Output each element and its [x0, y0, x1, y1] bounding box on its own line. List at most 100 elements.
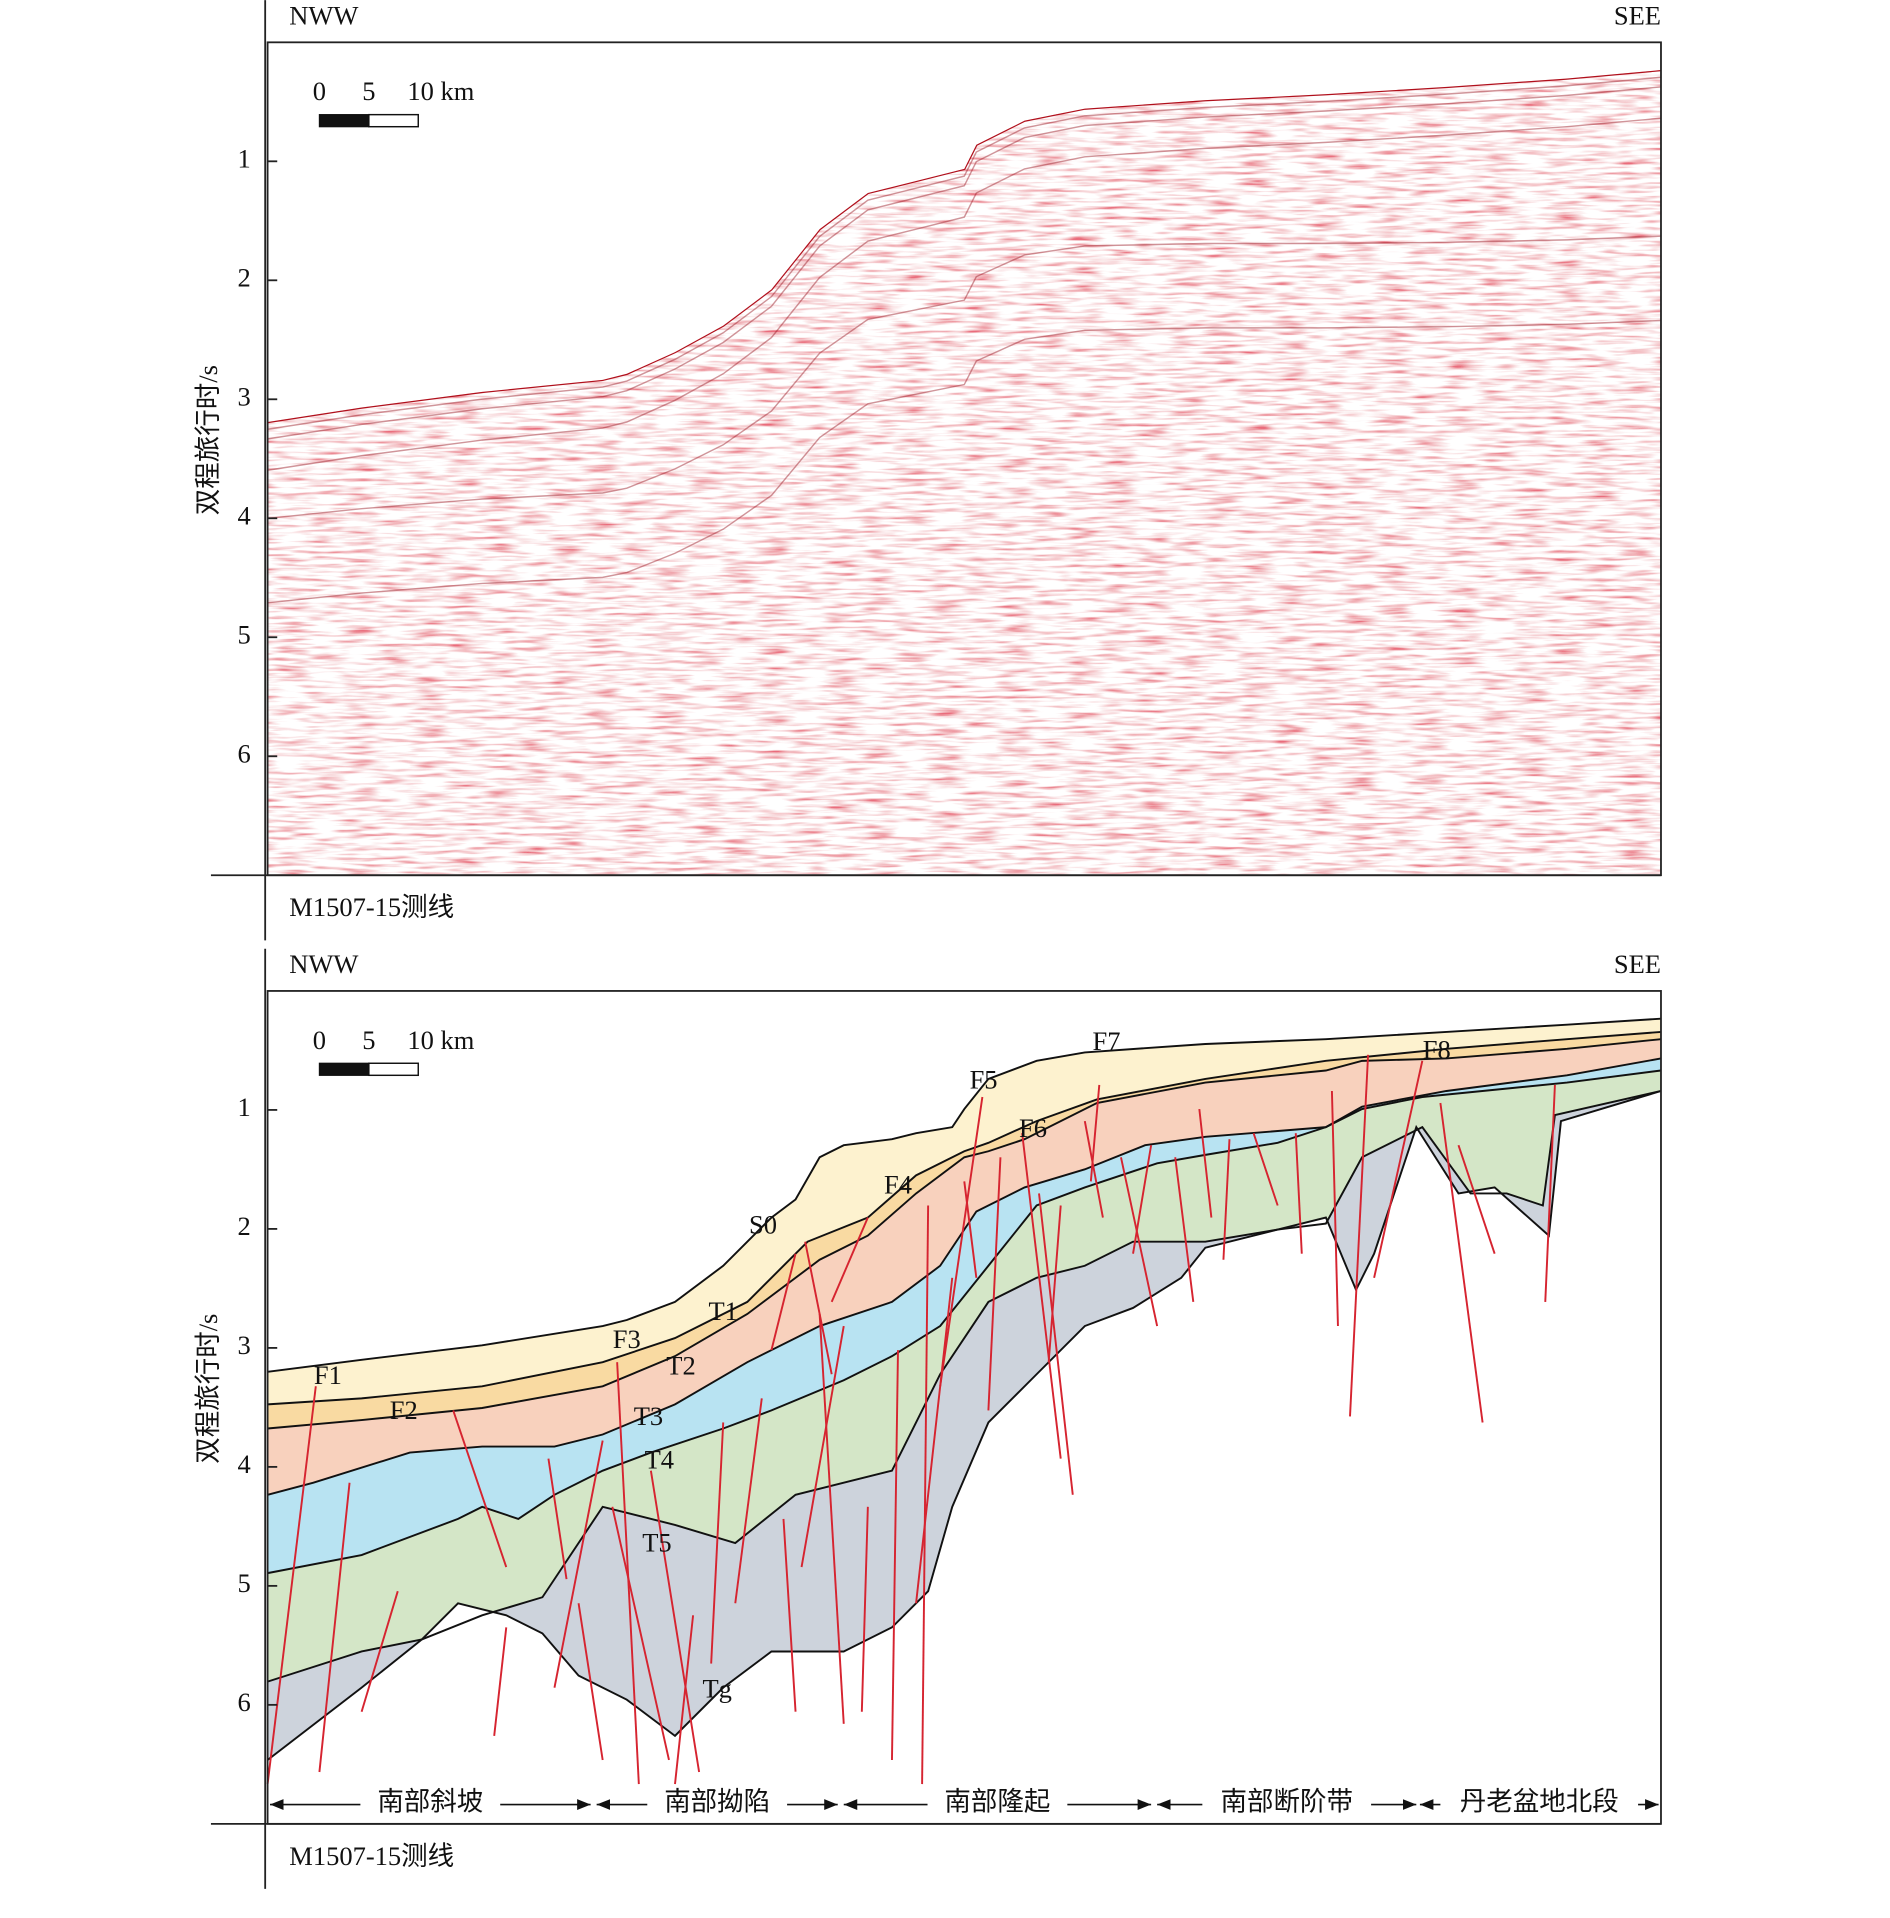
fault-line: [611, 1506, 670, 1761]
caption: M1507-15测线: [289, 892, 454, 922]
fault-label: F6: [1019, 1113, 1047, 1143]
fault-label: F3: [613, 1324, 641, 1354]
fault-label: F7: [1093, 1026, 1121, 1056]
seismic-reflector: [267, 70, 1661, 424]
fault-line: [1132, 1145, 1153, 1254]
y-tick-label: 6: [237, 738, 250, 768]
fault-line: [1349, 1054, 1370, 1417]
horizon-label: T2: [666, 1350, 695, 1380]
scale-label: 10 km: [407, 76, 474, 106]
fault-line: [710, 1422, 725, 1664]
fault-line: [1544, 1084, 1556, 1302]
fault-line: [577, 1603, 604, 1761]
interpretation-layers: [266, 1017, 1662, 1824]
fault-line: [1083, 1120, 1104, 1218]
fault-line: [860, 1506, 869, 1712]
fault-line: [674, 1615, 695, 1785]
fault-line: [1294, 1133, 1303, 1254]
fault-line: [804, 1241, 833, 1375]
fault-line: [1021, 1133, 1062, 1459]
scale-label: 0: [313, 76, 326, 106]
fault-line: [1222, 1139, 1231, 1260]
seismic-image: [267, 70, 1661, 876]
horizon-label: S0: [749, 1209, 777, 1239]
fault-line: [1047, 1205, 1062, 1363]
scale-label: 5: [362, 1025, 375, 1055]
seismic-reflector: [267, 235, 1661, 520]
horizon-label: Tg: [702, 1673, 731, 1703]
direction-right: SEE: [1614, 0, 1661, 30]
seismic-reflector: [267, 117, 1661, 471]
scale-bar-white: [368, 113, 419, 128]
seismic-reflector: [267, 76, 1661, 430]
y-tick-label: 4: [237, 1449, 250, 1479]
y-tick-label: 1: [237, 143, 250, 173]
fault-line: [547, 1458, 568, 1580]
horizon-line: [267, 1057, 1662, 1496]
fault-line: [782, 1518, 797, 1712]
fault-line: [1252, 1132, 1279, 1206]
y-axis-label: 双程旅行时/s: [193, 1314, 223, 1464]
fault-line: [318, 1482, 351, 1773]
fault-line: [553, 1440, 604, 1688]
fault-line: [1439, 1102, 1484, 1423]
fault-line: [1373, 1060, 1424, 1279]
caption: M1507-15测线: [289, 1841, 454, 1871]
zone-label: 南部隆起: [944, 1787, 1050, 1817]
seismic-reflector: [267, 86, 1661, 440]
horizon-line: [267, 1090, 1662, 1683]
zone-label: 丹老盆地北段: [1460, 1787, 1619, 1817]
fault-line: [830, 1217, 869, 1303]
direction-right: SEE: [1614, 949, 1661, 979]
fault-line: [963, 1181, 978, 1278]
zone-label: 南部拗陷: [664, 1787, 770, 1817]
y-tick-label: 6: [237, 1687, 250, 1717]
scale-label: 0: [313, 1025, 326, 1055]
fault-line: [360, 1590, 399, 1713]
fault-label: F1: [314, 1360, 342, 1390]
fault-line: [891, 1350, 899, 1760]
fault-line: [818, 1313, 845, 1724]
y-tick-label: 5: [237, 619, 250, 649]
zone-label: 南部断阶带: [1220, 1787, 1352, 1817]
horizon-line: [267, 1017, 1662, 1373]
fault-line: [734, 1398, 763, 1604]
fault-line: [1089, 1084, 1101, 1182]
fault-line: [1038, 1193, 1074, 1495]
horizon-line: [267, 1030, 1662, 1406]
scale-label: 10 km: [407, 1025, 474, 1055]
y-tick-label: 2: [237, 1211, 250, 1241]
y-tick-label: 1: [237, 1092, 250, 1122]
fault-line: [493, 1627, 508, 1736]
fault-label: F8: [1423, 1034, 1451, 1064]
direction-left: NWW: [289, 949, 358, 979]
layer: [267, 1090, 1661, 1824]
fault-line: [266, 1386, 317, 1785]
fault-line: [987, 1157, 1002, 1411]
fault-line: [939, 1096, 984, 1387]
horizon-label: T4: [645, 1444, 674, 1474]
fault-label: F4: [884, 1169, 912, 1199]
fault-line: [1457, 1144, 1496, 1255]
horizon-label: T1: [708, 1296, 737, 1326]
scale-bar-black: [318, 114, 370, 128]
horizon-line: [267, 1038, 1662, 1430]
y-axis-label: 双程旅行时/s: [193, 365, 223, 515]
y-tick-label: 3: [237, 1330, 250, 1360]
seismic-reflector: [267, 319, 1661, 604]
scale-label: 5: [362, 76, 375, 106]
fault-line: [452, 1410, 508, 1568]
y-tick-label: 2: [237, 262, 250, 292]
scale-bar-black: [318, 1062, 370, 1076]
fault-line: [649, 1470, 701, 1773]
fault-line: [1174, 1157, 1195, 1303]
y-tick-label: 5: [237, 1568, 250, 1598]
fault-line: [770, 1253, 797, 1351]
fault-line: [1120, 1157, 1159, 1327]
scale-bar-white: [368, 1062, 419, 1077]
fault-label: F2: [390, 1395, 418, 1425]
direction-left: NWW: [289, 0, 358, 30]
fault-line: [921, 1205, 930, 1785]
y-tick-label: 3: [237, 381, 250, 411]
